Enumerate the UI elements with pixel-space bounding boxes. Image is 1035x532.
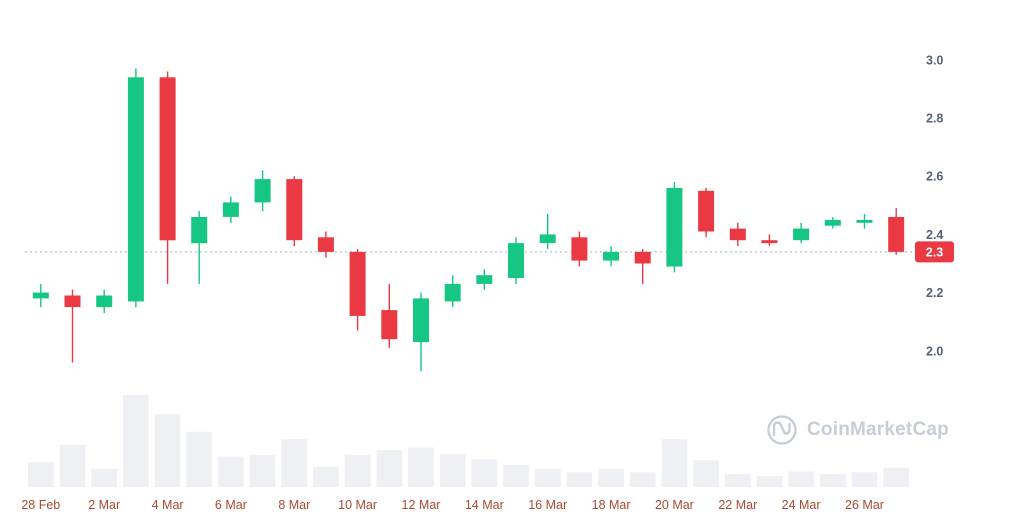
candle-body[interactable] [793,228,810,241]
x-axis-label: 20 Mar [655,498,694,512]
volume-bar [756,476,783,487]
candle-body[interactable] [444,283,461,302]
candle-body[interactable] [698,190,715,232]
volume-bar [724,474,751,487]
volume-bar [851,472,878,487]
y-axis-label: 2.0 [926,344,943,358]
volume-bar [661,439,688,487]
y-axis-label: 2.8 [926,112,943,126]
x-axis-label: 28 Feb [21,498,60,512]
volume-bar [439,453,466,487]
x-axis-label: 24 Mar [782,498,821,512]
candle-body[interactable] [856,219,873,223]
volume-bar [503,464,529,487]
candle-body[interactable] [127,77,144,302]
volume-bar [249,454,276,487]
candle-body[interactable] [96,295,113,308]
volume-bar [629,472,656,487]
volume-bar [186,431,213,487]
y-axis-label: 2.4 [926,228,943,242]
candle-body[interactable] [824,219,841,226]
x-axis-label: 10 Mar [338,498,377,512]
candle-body[interactable] [761,240,778,244]
candle-body[interactable] [413,298,429,343]
candle-body[interactable] [159,77,176,241]
candle-body[interactable] [603,251,620,261]
volume-bar [598,468,624,487]
x-axis-label: 12 Mar [402,498,441,512]
volume-bar [471,459,498,487]
candle-body[interactable] [476,275,493,284]
volume-bar [376,450,403,487]
volume-bar [59,444,86,487]
y-axis-label: 3.0 [926,53,943,67]
volume-bar [408,447,434,487]
volume-bar [91,468,118,487]
candle-body[interactable] [254,179,271,203]
volume-bar [344,454,371,487]
volume-bar [534,468,561,487]
x-axis-label: 6 Mar [215,498,247,512]
x-axis-label: 26 Mar [845,498,884,512]
volume-bar [28,462,54,487]
volume-bar [693,460,719,487]
x-axis-label: 18 Mar [592,498,631,512]
candle-body[interactable] [349,251,366,316]
candle-body[interactable] [888,217,905,252]
candle-body[interactable] [191,217,208,244]
current-price-badge-label: 2.3 [926,245,943,259]
volume-bar [788,471,814,487]
candle-body[interactable] [64,295,81,308]
volume-bar [281,439,308,487]
volume-bar [218,456,244,487]
candle-body[interactable] [634,251,651,264]
x-axis-label: 4 Mar [152,498,184,512]
x-axis-label: 14 Mar [465,498,504,512]
volume-bar [566,472,593,487]
candle-body[interactable] [222,202,239,217]
volume-bar [820,474,846,487]
y-axis-label: 2.2 [926,286,943,300]
x-axis-label: 8 Mar [278,498,310,512]
candle-body[interactable] [508,243,524,278]
candle-body[interactable] [666,187,683,267]
y-axis-label: 2.6 [926,170,943,184]
candle-body[interactable] [32,292,49,299]
candle-body[interactable] [286,179,303,241]
x-axis-label: 16 Mar [528,498,567,512]
volume-bar [883,467,909,487]
x-axis-label: 22 Mar [718,498,757,512]
current-price-badge [915,241,954,263]
volume-bar [154,414,181,487]
volume-bar [313,466,339,487]
candle-body[interactable] [317,237,334,252]
candle-body[interactable] [381,310,398,340]
x-axis-label: 2 Mar [88,498,120,512]
volume-bar [123,395,149,487]
candle-body[interactable] [571,237,588,261]
candle-body[interactable] [729,228,746,241]
candle-body[interactable] [539,234,556,244]
